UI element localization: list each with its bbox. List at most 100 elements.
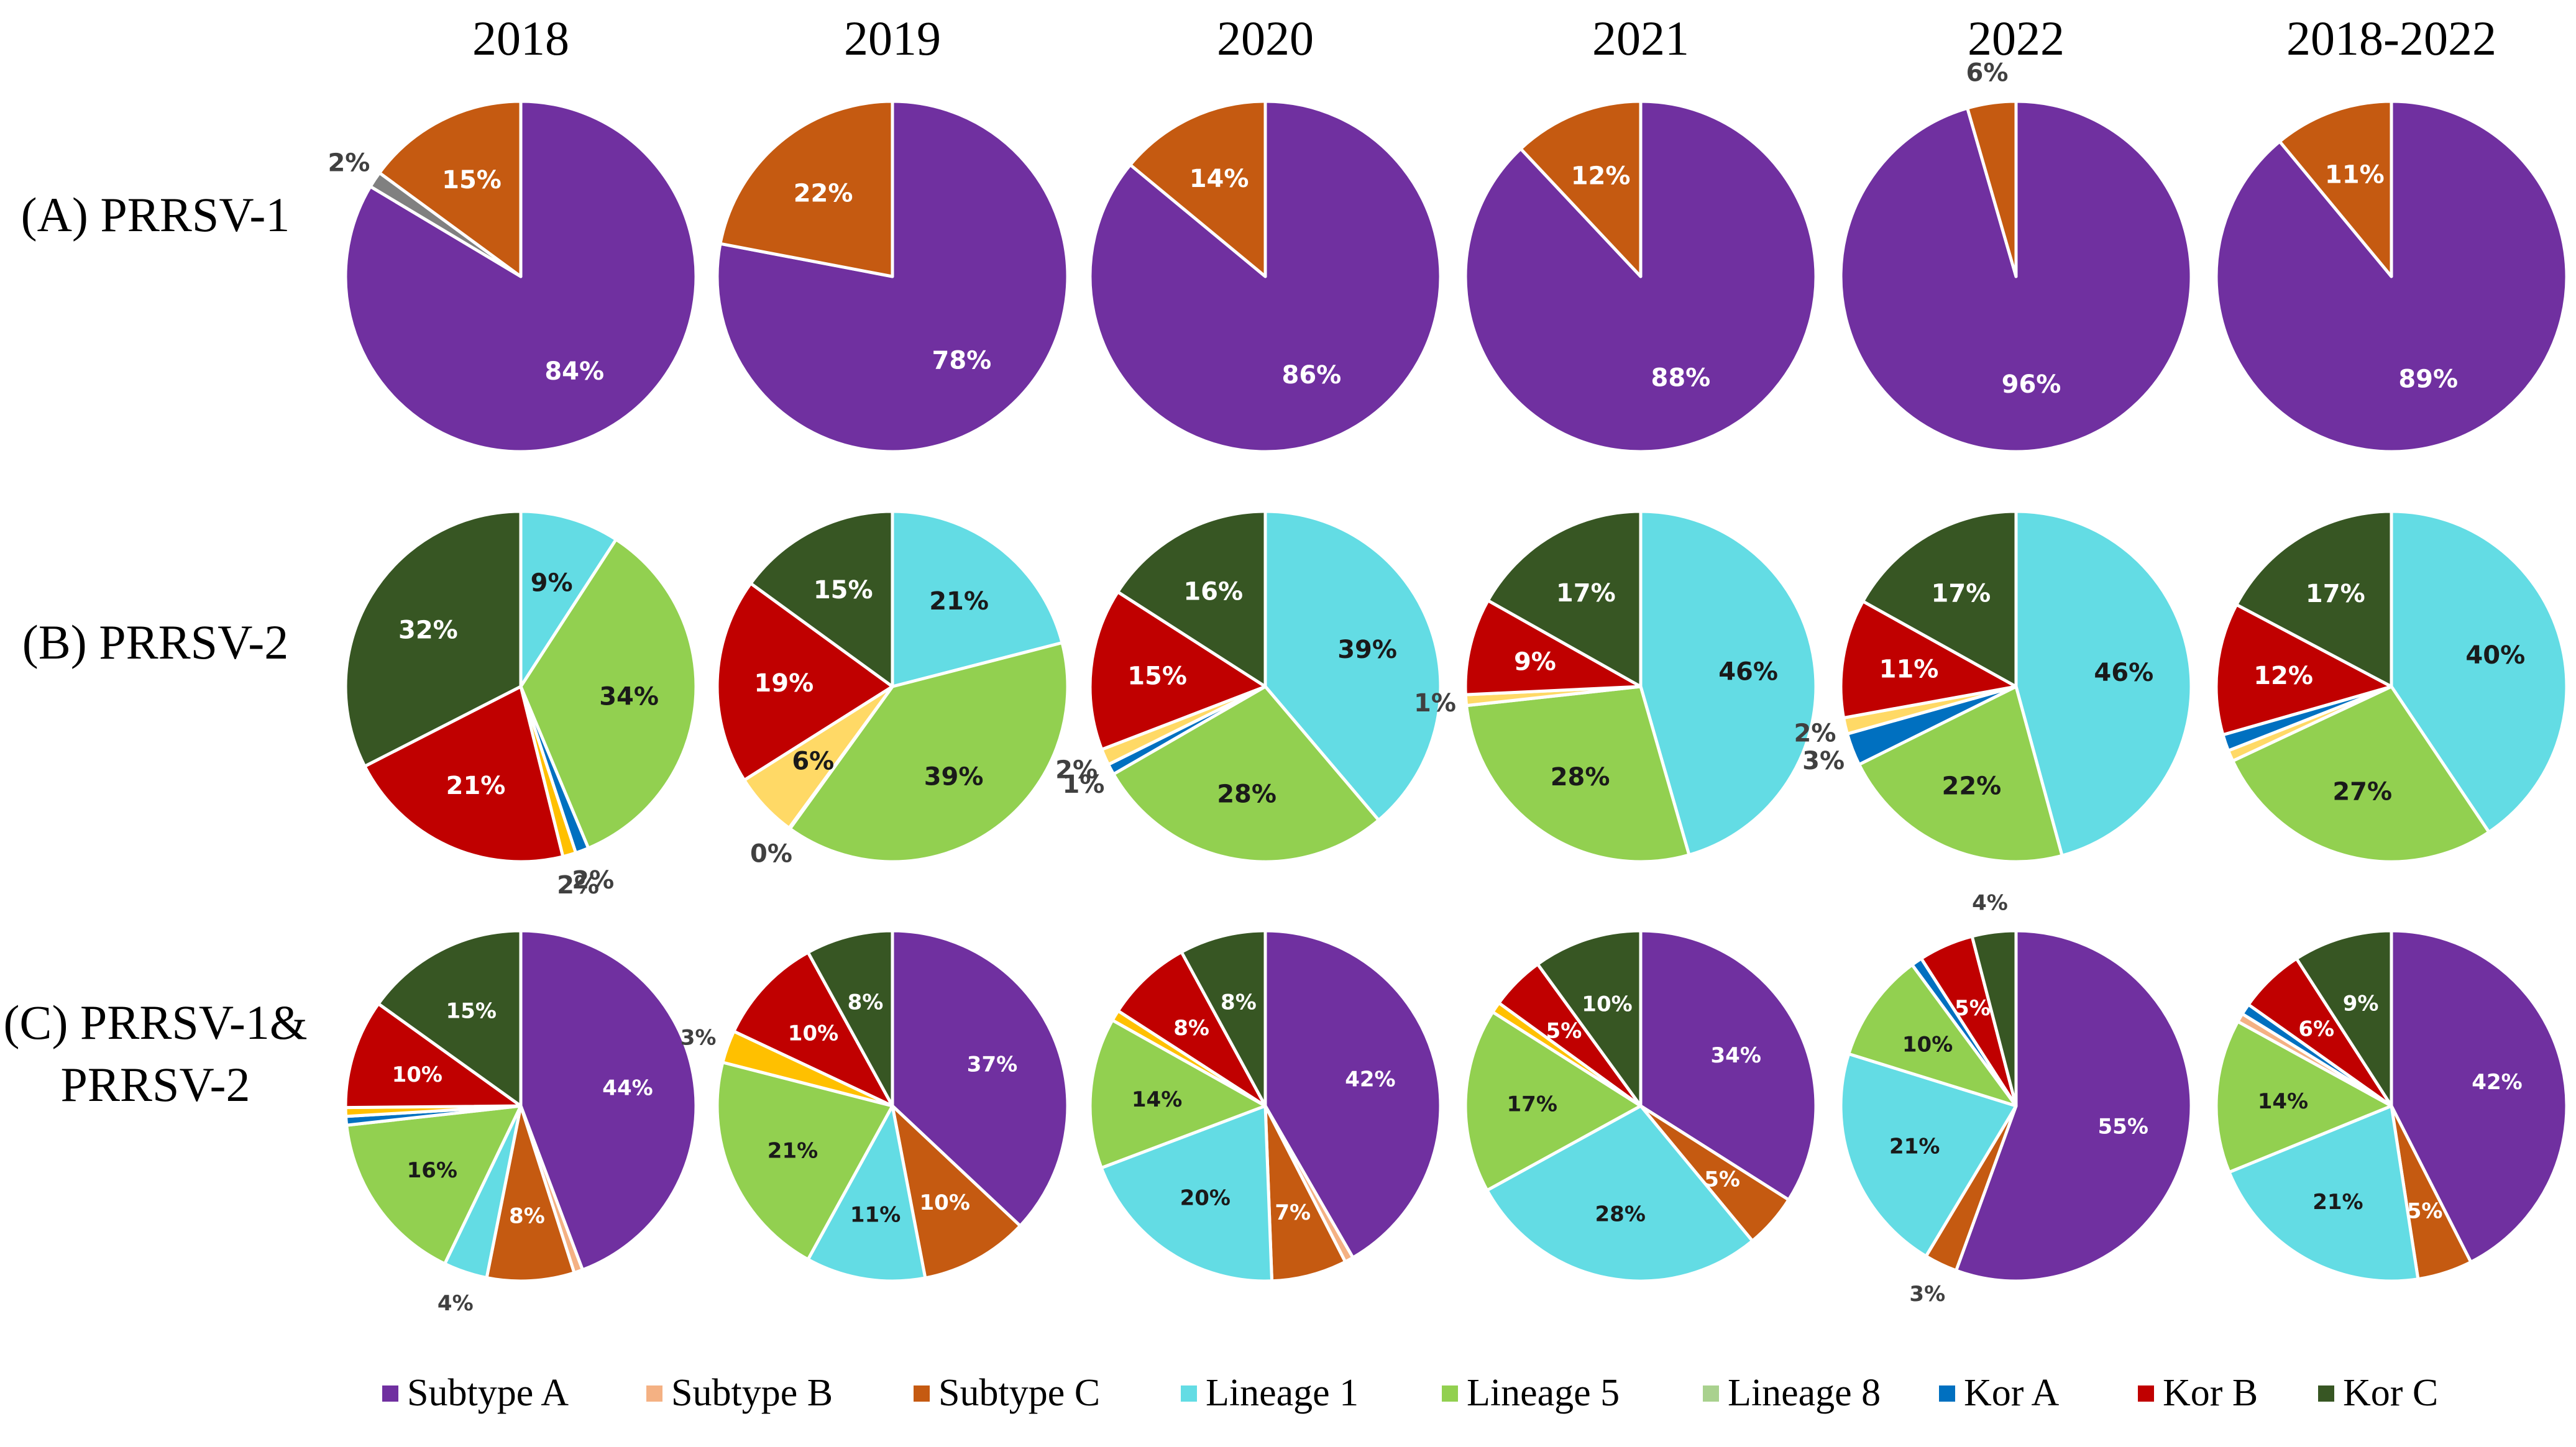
slice-lineage-1 — [891, 509, 1064, 688]
legend-item-lineage-5: Lineage 5 — [1442, 1372, 1620, 1414]
data-label-kor-c: 8% — [848, 990, 884, 1015]
legend-label: Subtype A — [407, 1372, 569, 1414]
data-label-lineage-5: 22% — [1942, 772, 2002, 801]
data-label-kor-b: 11% — [1879, 655, 1939, 683]
slice-lineage-1 — [2227, 1104, 2420, 1283]
slice-kor-b — [344, 1002, 523, 1110]
data-label-lineage-1: 9% — [531, 568, 573, 597]
data-label-lineage-1: 20% — [1180, 1186, 1231, 1211]
column-titles: 2018 2019 2020 2021 2022 2018-2022 — [472, 11, 2496, 65]
data-label-subtype-c: 12% — [1571, 162, 1631, 190]
row-label-2-line-1: (B) PRRSV-2 — [22, 615, 288, 669]
slice-subtype-c — [2278, 99, 2393, 278]
legend-swatch — [1703, 1385, 1719, 1402]
slice-kor-c — [2235, 509, 2393, 688]
data-label-lineage-1: 21% — [2312, 1190, 2363, 1215]
pie-3-2019: 37% 10% 11% 21% 3% 10% 8% — [681, 929, 1070, 1283]
pie-2-2019: 21% 39% 0% 6% 19% 15% — [715, 509, 1070, 869]
slice-kor-c — [749, 509, 894, 688]
slice-kor-c — [2294, 929, 2393, 1108]
data-label-subtype-a: 42% — [2472, 1070, 2522, 1095]
pie-2-2021: 46% 28% 1% 9% 17% — [1414, 509, 1818, 864]
slice-lineage-5 — [345, 1104, 523, 1266]
data-label-kor-c: 4% — [1972, 891, 2008, 916]
pie-1-2022: 96% 6% — [1839, 58, 2193, 454]
slice-subtype-a — [1088, 99, 1442, 454]
slice-subtype-c — [485, 1104, 576, 1283]
slice-lineage-5 — [1088, 1018, 1267, 1170]
slice-subtype-a — [715, 99, 1070, 454]
legend-swatch — [1442, 1385, 1458, 1402]
row-label-1-line-1: (A) PRRSV-1 — [21, 188, 290, 242]
legend-item-subtype-a: Subtype A — [382, 1372, 569, 1414]
slice-lineage-5 — [2214, 1020, 2393, 1174]
legend-item-subtype-c: Subtype C — [914, 1372, 1100, 1414]
slice-subtype-a — [519, 929, 698, 1272]
data-label-lineage-5: 28% — [1217, 780, 1277, 808]
data-label-subtype-a: 86% — [1282, 361, 1342, 390]
legend-label: Lineage 1 — [1206, 1372, 1359, 1414]
legend-item-lineage-8: Lineage 8 — [1703, 1372, 1881, 1414]
data-label-subtype-a: 84% — [544, 357, 604, 386]
pie-2-2018-2022: 40% 27% 12% 17% — [2214, 509, 2569, 864]
slice-subtype-c — [1519, 99, 1643, 278]
data-label-lineage-1: 28% — [1595, 1202, 1646, 1227]
slice-subtype-c — [378, 99, 523, 278]
data-label-subtype-c: 5% — [2407, 1198, 2443, 1223]
data-label-kor-c: 15% — [814, 576, 873, 605]
slice-subtype-a — [2390, 929, 2569, 1264]
data-label-subtype-a: 34% — [1711, 1043, 1761, 1068]
data-label-kor-c: 15% — [446, 998, 497, 1023]
legend: Subtype A Subtype B Subtype C Lineage 1 Line… — [382, 1372, 2438, 1414]
slice-subtype-c — [718, 99, 894, 278]
pie-1-2018: 84% 2% 15% — [328, 99, 698, 454]
data-label-kor-a: 2% — [572, 866, 614, 895]
data-label-kor-a: 1% — [1062, 770, 1104, 799]
slice-kor-c — [1536, 929, 1643, 1108]
legend-label: Lineage 8 — [1728, 1372, 1881, 1414]
data-label-subtype-c: 6% — [1966, 58, 2009, 87]
pie-2-2020: 39% 28% 1%2% 15% 16% — [1055, 509, 1442, 864]
pie-3-2018: 44% 8% 4% 16% 10% 15% — [344, 929, 698, 1316]
legend-label: Kor A — [1964, 1372, 2060, 1414]
slice-kor-b — [1839, 600, 2018, 719]
column-title-2022: 2022 — [1968, 11, 2065, 65]
pie-2-2022: 46% 22% 3%2% 11% 17% — [1794, 509, 2193, 864]
legend-label: Subtype C — [938, 1372, 1100, 1414]
slice-subtype-c — [891, 1104, 1022, 1280]
data-label-subtype-c: 5% — [1704, 1167, 1740, 1192]
pie-grid: 84% 2% 15% 78% 22% 86% 14% 88% 12% 96% 6% 89% 11% 9% 3… — [328, 58, 2569, 1316]
data-label-lineage-8: 2% — [1055, 756, 1098, 785]
slice-lineage-1 — [1485, 1104, 1754, 1283]
data-label-other: 2% — [328, 148, 370, 177]
data-label-lineage-8: 1% — [1414, 689, 1456, 718]
data-label-lineage-5: 14% — [2258, 1089, 2308, 1114]
data-label-kor-b: 6% — [2298, 1017, 2334, 1042]
data-label-lineage-5: 17% — [1507, 1092, 1557, 1117]
pie-1-2018-2022: 89% 11% — [2214, 99, 2569, 454]
pie-3-2018-2022: 42% 5% 21% 14% 6% 9% — [2214, 929, 2569, 1283]
data-label-lineage-8: 2% — [557, 871, 599, 900]
data-label-kor-b: 8% — [1173, 1016, 1209, 1041]
slice-subtype-c — [1129, 99, 1267, 278]
row-label-3-line-2: PRRSV-2 — [61, 1057, 250, 1111]
row-labels: (A) PRRSV-1 (B) PRRSV-2 (C) PRRSV-1&PRRSV-… — [3, 188, 307, 1111]
data-label-lineage-1: 4% — [438, 1291, 474, 1316]
slice-kor-c — [1861, 509, 2018, 688]
legend-swatch — [914, 1385, 930, 1402]
data-label-subtype-a: 78% — [932, 347, 992, 375]
slice-kor-b — [1088, 590, 1267, 751]
pie-1-2019: 78% 22% — [715, 99, 1070, 454]
legend-item-kor-a: Kor A — [1939, 1372, 2060, 1414]
data-label-kor-c: 17% — [1932, 579, 1991, 608]
row-label-3-line-1: (C) PRRSV-1& — [3, 995, 307, 1049]
legend-label: Subtype B — [671, 1372, 833, 1414]
data-label-kor-c: 8% — [1221, 990, 1257, 1015]
slice-lineage-1 — [1263, 509, 1442, 822]
data-label-kor-b: 5% — [1955, 996, 1991, 1021]
slice-kor-c — [1970, 929, 2018, 1108]
data-label-lineage-1: 39% — [1337, 636, 1397, 664]
data-label-subtype-a: 42% — [1345, 1067, 1395, 1092]
slice-kor-b — [1116, 950, 1267, 1108]
